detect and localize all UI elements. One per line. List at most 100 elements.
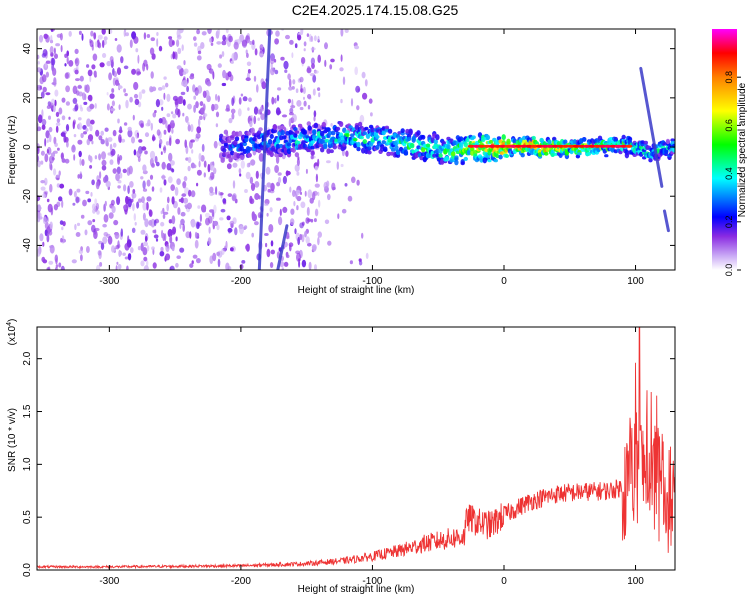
spectrogram-cell: [182, 79, 188, 88]
spectrogram-cell: [42, 49, 48, 57]
spectrogram-cell: [212, 71, 215, 80]
spectrogram-cell: [472, 144, 480, 148]
spectrogram-cell: [177, 207, 181, 215]
spectrogram-cell: [108, 212, 114, 219]
spectrogram-cell: [42, 216, 47, 225]
spectrogram-cell: [165, 253, 171, 261]
spectrogram-cell: [227, 227, 233, 233]
spectrogram-cell: [150, 122, 153, 131]
spectrogram-cell: [123, 122, 128, 126]
spectrogram-cell: [230, 60, 234, 64]
spectrogram-cell: [249, 120, 253, 128]
spectrogram-cell: [90, 119, 95, 125]
spectrogram-cell: [155, 99, 160, 108]
spectrogram-cell: [229, 220, 235, 226]
spectrogram-cell: [116, 44, 122, 53]
spectrogram-cell: [170, 184, 175, 192]
spectrogram-cell: [149, 150, 156, 160]
spectrogram-cell: [37, 126, 42, 132]
spectrogram-cell: [306, 67, 312, 74]
spectrogram-cell: [331, 130, 336, 136]
spectrogram-cell: [102, 53, 107, 58]
spectrogram-cell: [228, 117, 233, 124]
spectrogram-cell: [100, 130, 104, 136]
spectrogram-cell: [114, 232, 120, 240]
spectrogram-cell: [133, 213, 136, 221]
spectrogram-cell: [46, 234, 50, 243]
spectrogram-cell: [588, 144, 596, 148]
spectrogram-cell: [131, 192, 137, 199]
spectrogram-cell: [60, 152, 64, 160]
spectrogram-cell: [421, 134, 426, 140]
spectrogram-cell: [187, 165, 191, 172]
spectrogram-cell: [47, 266, 51, 270]
spectrogram-cell: [45, 71, 50, 78]
spectrogram-cell: [101, 159, 107, 167]
spectrogram-cell: [274, 153, 279, 158]
spectrogram-cell: [169, 160, 175, 166]
spectrogram-cell: [138, 91, 142, 100]
spectrogram-cell: [95, 129, 100, 137]
spectrogram-cell: [149, 174, 154, 180]
spectrogram-cell: [55, 264, 59, 268]
spectrogram-cell: [149, 157, 154, 167]
spectrogram-cell: [238, 97, 242, 105]
spectrogram-cell: [488, 144, 496, 148]
spectrogram-cell: [113, 248, 116, 252]
spectrogram-cell: [103, 232, 109, 237]
spectrogram-cell: [160, 246, 164, 252]
spectrogram-cell: [302, 129, 307, 134]
spectrogram-cell: [104, 174, 109, 183]
spectrogram-cell: [365, 252, 369, 259]
spectrogram-cell: [258, 127, 263, 132]
spectrogram-cell: [197, 205, 201, 209]
spectrogram-cell: [522, 135, 527, 140]
spectrogram-cell: [356, 105, 360, 111]
spectrogram-cell: [142, 180, 146, 190]
spectrogram-cell: [85, 84, 90, 93]
spectrogram-cell: [37, 61, 40, 65]
snr-x-ticks: -300 -200 -100 0 100: [99, 327, 644, 587]
spectrogram-cell: [244, 189, 248, 193]
spectrogram-cell: [203, 172, 206, 178]
spectrogram-cell: [408, 129, 413, 136]
spectrogram-cell: [406, 136, 412, 142]
spectrogram-cell: [128, 165, 133, 175]
spectrogram-cell: [156, 129, 161, 136]
spectrogram-cell: [209, 37, 213, 43]
spectrogram-cell: [178, 198, 183, 203]
spectrogram-cell: [99, 262, 103, 267]
spectrogram-cell: [60, 238, 63, 243]
spectrogram-cell: [241, 40, 247, 47]
x-tick-label: -300: [99, 276, 119, 287]
spectrogram-cell: [101, 29, 106, 35]
spectrogram-cell: [593, 144, 601, 148]
spectrogram-cell: [111, 100, 115, 107]
spectrogram-cell: [298, 260, 301, 268]
spectrogram-cell: [244, 225, 248, 230]
spectrogram-cell: [575, 154, 581, 159]
spectrogram-cell: [274, 97, 277, 104]
spectrogram-cell: [91, 179, 95, 186]
spectrogram-cell: [49, 245, 54, 249]
spectrogram-cell: [169, 265, 175, 270]
spectrogram-cell: [266, 182, 272, 188]
y-tick-label: 40: [22, 43, 33, 55]
spectrogram-cell: [127, 126, 132, 131]
spectrogram-cell: [301, 234, 305, 243]
spectrogram-cell: [196, 29, 201, 35]
spectrogram-cell: [329, 64, 333, 70]
spectrogram-cell: [124, 93, 128, 97]
spectrogram-cell: [151, 246, 155, 251]
spectrogram-cell: [246, 162, 250, 168]
spectrogram-cell: [234, 136, 240, 142]
spectrogram-cell: [163, 179, 167, 186]
spectrogram-cell: [187, 121, 190, 126]
spectrogram-cell: [168, 219, 173, 224]
spectrogram-cell: [246, 61, 252, 67]
spectrogram-cell: [252, 137, 257, 142]
spectrogram-cell: [71, 145, 76, 153]
spectrogram-cell: [326, 148, 331, 154]
spectrogram-cell: [106, 92, 109, 96]
